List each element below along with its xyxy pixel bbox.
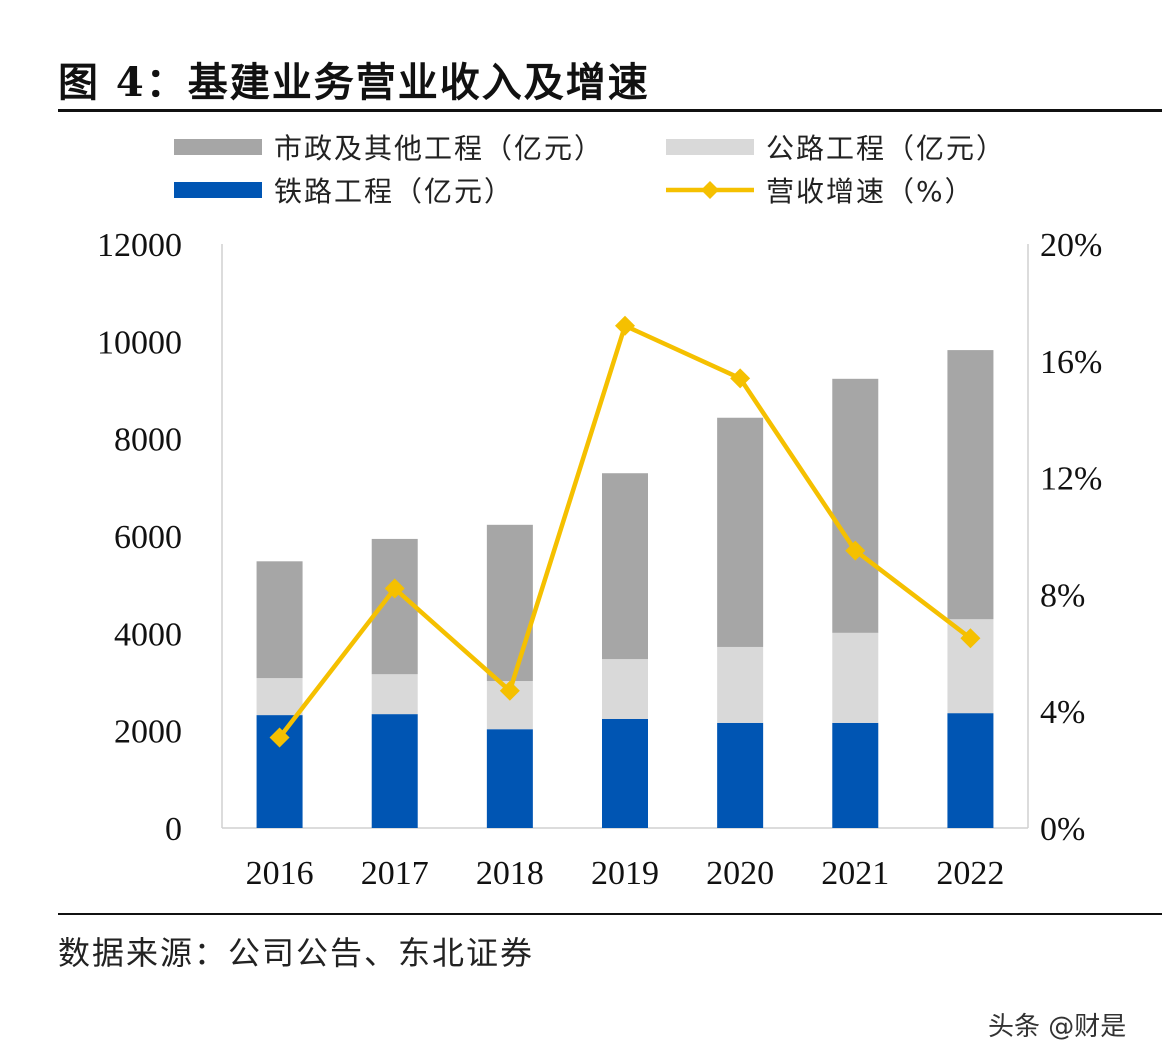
- right-tick-label: 16%: [1040, 344, 1102, 381]
- legend-label: 市政及其他工程（亿元）: [274, 132, 604, 165]
- left-tick-label: 4000: [114, 616, 182, 653]
- growth-point: [960, 628, 981, 649]
- left-tick-label: 10000: [97, 324, 182, 361]
- legend-swatch: [174, 182, 262, 198]
- bar-segment: [832, 722, 879, 828]
- bar-segment: [832, 378, 879, 633]
- bar-segment: [832, 632, 879, 723]
- legend-label: 铁路工程（亿元）: [274, 175, 514, 208]
- source-rule: [58, 913, 1162, 915]
- growth-point: [384, 578, 405, 599]
- legend-label: 公路工程（亿元）: [766, 132, 1006, 165]
- bar-segment: [256, 678, 303, 716]
- right-tick-label: 4%: [1040, 694, 1085, 731]
- bar-segment: [602, 659, 648, 719]
- legend-swatch: [666, 139, 754, 155]
- legend-swatch: [174, 139, 262, 155]
- left-tick-label: 6000: [114, 519, 182, 556]
- x-tick-label: 2017: [361, 855, 429, 892]
- chart-title: 图 4：基建业务营业收入及增速: [58, 59, 650, 106]
- source-note: 数据来源：公司公告、东北证券: [58, 934, 535, 972]
- growth-point: [615, 315, 635, 336]
- bar-segment: [602, 718, 648, 828]
- left-tick-label: 8000: [114, 422, 182, 459]
- x-tick-label: 2016: [246, 855, 314, 892]
- growth-point: [730, 368, 751, 389]
- left-tick-label: 2000: [114, 714, 182, 751]
- bar-segment: [717, 417, 764, 647]
- growth-point: [845, 540, 866, 561]
- bar-segment: [717, 722, 764, 828]
- right-tick-label: 8%: [1040, 577, 1085, 614]
- growth-point: [269, 727, 290, 748]
- bar-segment: [602, 473, 648, 660]
- bar-segment: [947, 350, 994, 620]
- right-tick-label: 0%: [1040, 811, 1085, 848]
- growth-point: [499, 680, 520, 701]
- legend-label: 营收增速（%）: [766, 175, 975, 208]
- bar-segment: [486, 524, 533, 682]
- x-tick-label: 2018: [476, 855, 544, 892]
- right-tick-label: 12%: [1040, 461, 1102, 498]
- bar-segment: [256, 561, 303, 679]
- bar-segment: [371, 674, 418, 715]
- right-tick-label: 20%: [1040, 227, 1102, 264]
- bar-segment: [371, 714, 418, 828]
- x-tick-label: 2022: [936, 855, 1004, 892]
- bar-segment: [947, 713, 994, 828]
- left-tick-label: 0: [165, 811, 182, 848]
- left-tick-label: 12000: [97, 227, 182, 264]
- x-tick-label: 2021: [821, 855, 889, 892]
- title-rule: [58, 109, 1162, 112]
- x-tick-label: 2020: [706, 855, 774, 892]
- watermark: 头条 @财是: [988, 1012, 1127, 1042]
- legend-marker: [701, 181, 719, 199]
- bar-segment: [486, 729, 533, 828]
- x-tick-label: 2019: [591, 855, 659, 892]
- bar-segment: [717, 646, 764, 723]
